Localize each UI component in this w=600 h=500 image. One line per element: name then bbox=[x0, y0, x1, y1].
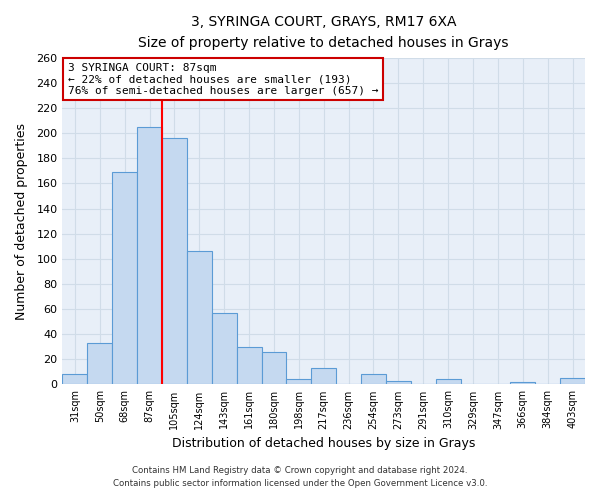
X-axis label: Distribution of detached houses by size in Grays: Distribution of detached houses by size … bbox=[172, 437, 475, 450]
Bar bbox=[137, 127, 162, 384]
Title: 3, SYRINGA COURT, GRAYS, RM17 6XA
Size of property relative to detached houses i: 3, SYRINGA COURT, GRAYS, RM17 6XA Size o… bbox=[139, 15, 509, 50]
Bar bbox=[112, 172, 137, 384]
Bar bbox=[88, 343, 112, 384]
Bar bbox=[236, 346, 262, 385]
Bar bbox=[212, 313, 236, 384]
Bar bbox=[62, 374, 88, 384]
Bar bbox=[386, 380, 411, 384]
Bar bbox=[560, 378, 585, 384]
Bar bbox=[511, 382, 535, 384]
Y-axis label: Number of detached properties: Number of detached properties bbox=[15, 122, 28, 320]
Bar bbox=[436, 380, 461, 384]
Bar bbox=[162, 138, 187, 384]
Bar bbox=[361, 374, 386, 384]
Text: Contains HM Land Registry data © Crown copyright and database right 2024.
Contai: Contains HM Land Registry data © Crown c… bbox=[113, 466, 487, 487]
Bar bbox=[286, 380, 311, 384]
Bar bbox=[311, 368, 336, 384]
Text: 3 SYRINGA COURT: 87sqm
← 22% of detached houses are smaller (193)
76% of semi-de: 3 SYRINGA COURT: 87sqm ← 22% of detached… bbox=[68, 62, 378, 96]
Bar bbox=[262, 352, 286, 384]
Bar bbox=[187, 251, 212, 384]
